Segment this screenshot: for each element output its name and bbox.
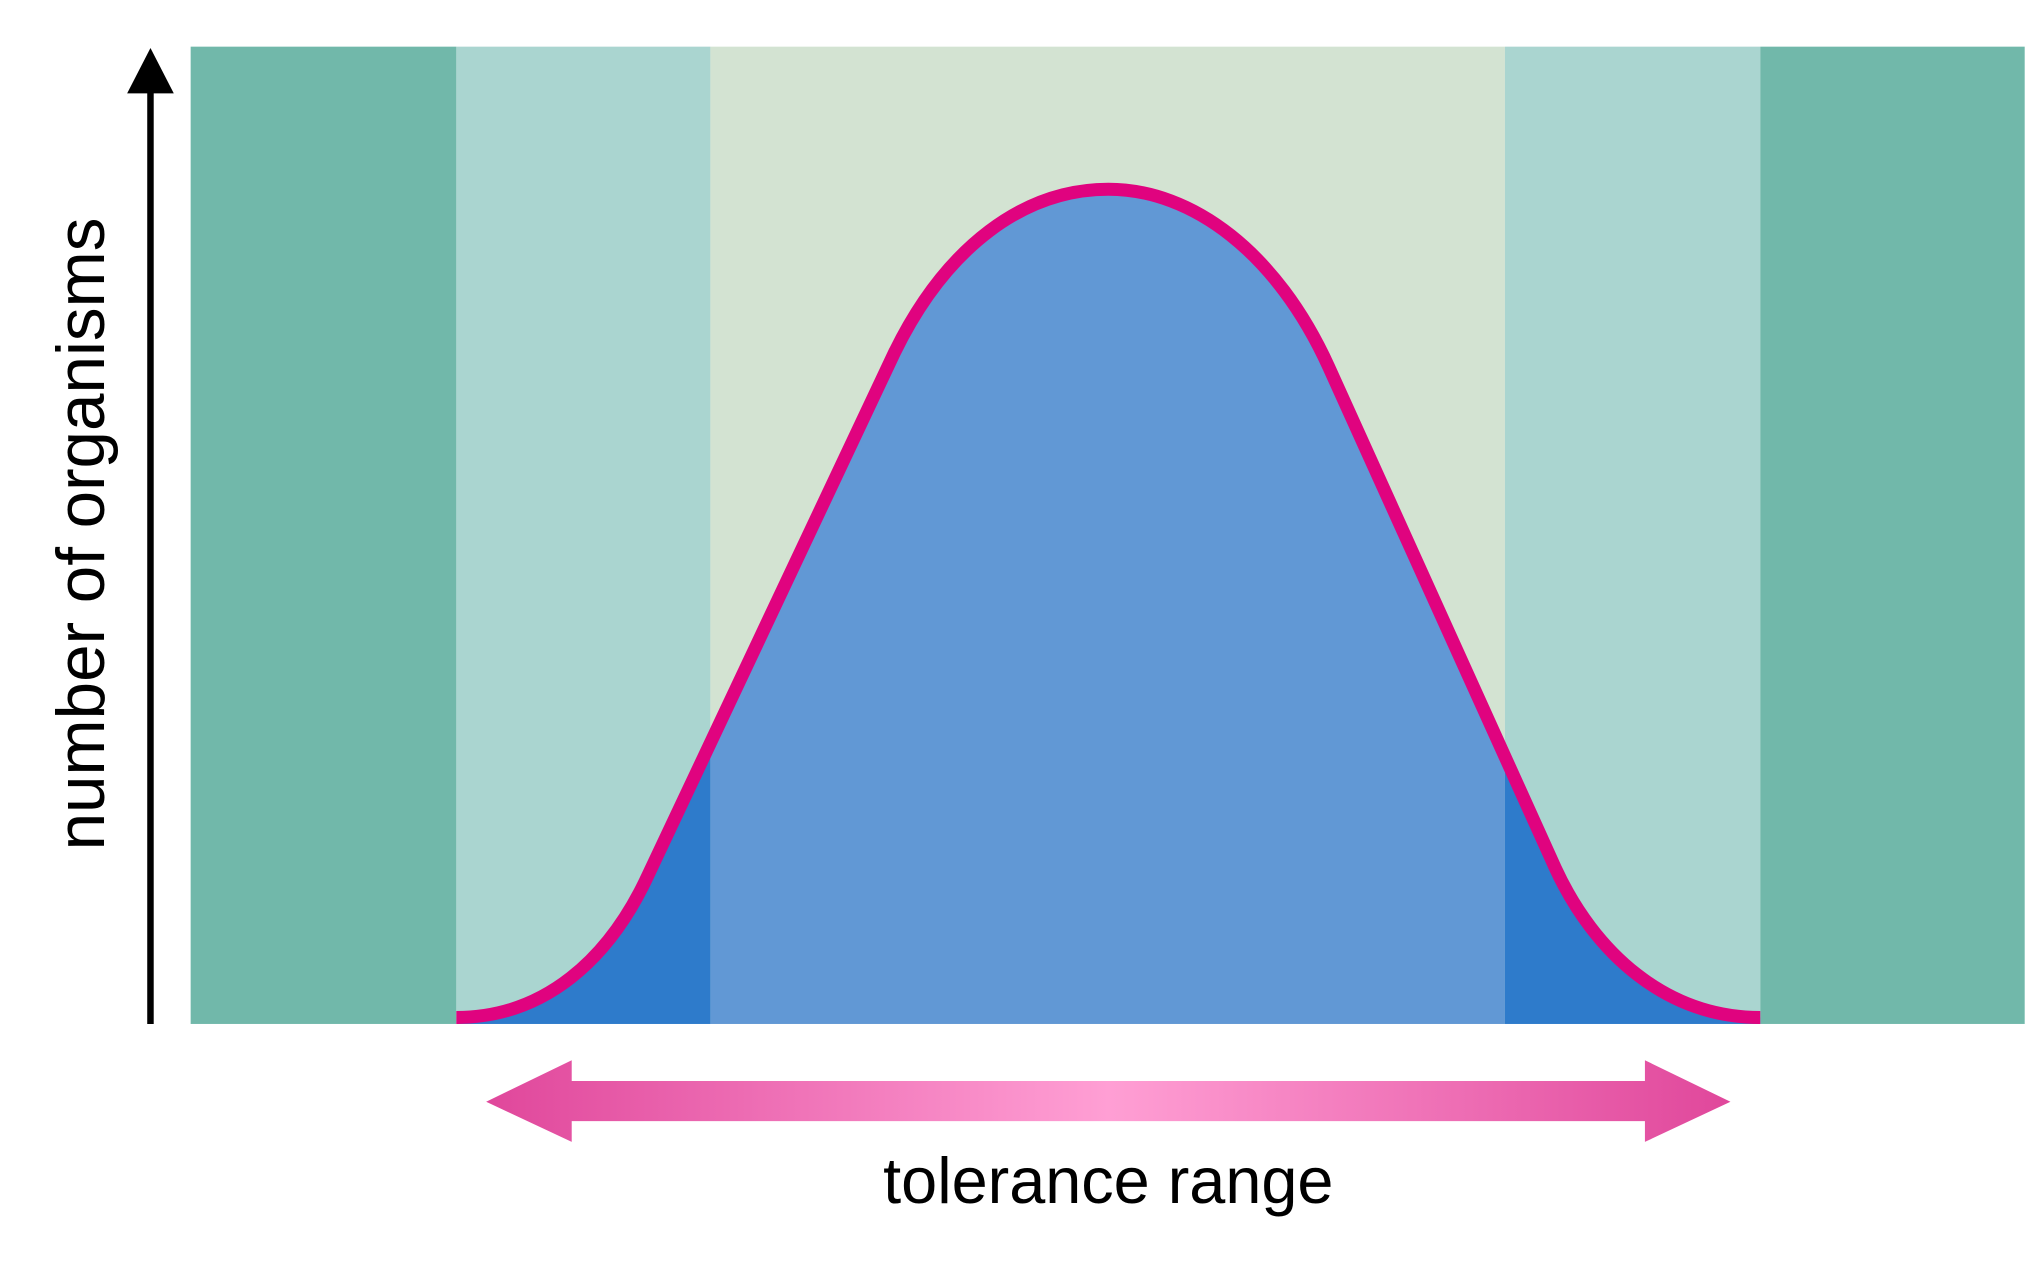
population-curve [456, 182, 1761, 1024]
y-axis-label: number of organisms [44, 218, 119, 851]
zone-outer-left [190, 46, 457, 1024]
tolerance-range-arrow [486, 1060, 1731, 1142]
zone-outer-right [1760, 46, 2025, 1024]
tolerance-range-label: tolerance range [883, 1144, 1333, 1217]
y-axis-arrowhead [127, 47, 174, 94]
